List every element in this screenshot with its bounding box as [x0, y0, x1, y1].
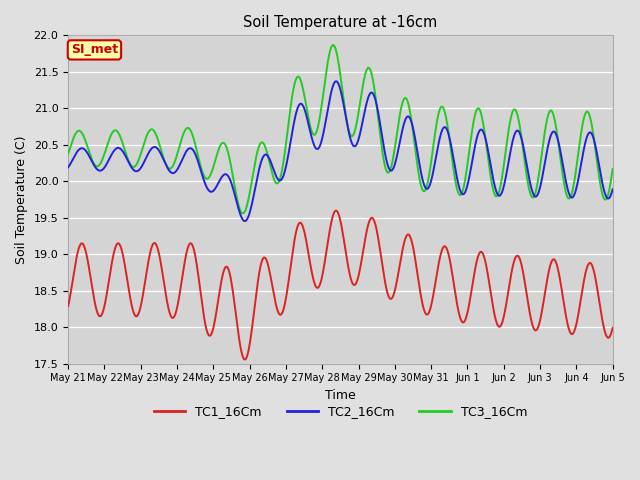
Y-axis label: Soil Temperature (C): Soil Temperature (C)	[15, 135, 28, 264]
Title: Soil Temperature at -16cm: Soil Temperature at -16cm	[243, 15, 438, 30]
Legend: TC1_16Cm, TC2_16Cm, TC3_16Cm: TC1_16Cm, TC2_16Cm, TC3_16Cm	[148, 400, 532, 423]
X-axis label: Time: Time	[325, 389, 356, 402]
Text: SI_met: SI_met	[71, 43, 118, 56]
